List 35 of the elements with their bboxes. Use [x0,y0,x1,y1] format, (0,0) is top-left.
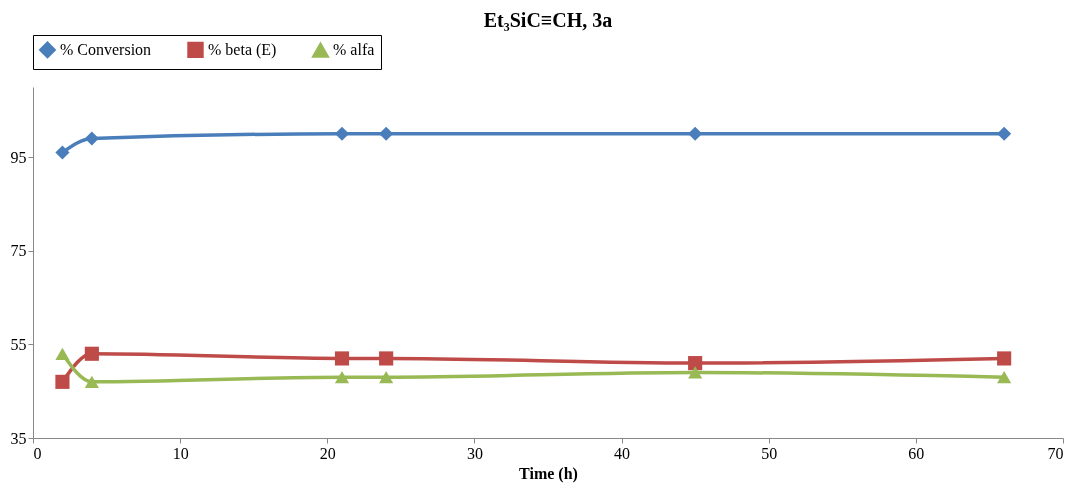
x-tick-label: 60 [908,444,925,462]
point [55,374,70,389]
x-tick-label: 30 [466,444,483,462]
point [84,131,99,146]
point [379,351,394,366]
chart-title: Et₃SiC≡CH, 3a [483,8,613,31]
point [997,371,1012,384]
legend-label: % alfa [333,41,375,59]
y-tick-label: 55 [10,335,27,353]
point [84,346,99,361]
point [997,351,1012,366]
point [997,126,1012,141]
y-tick-label: 35 [10,429,27,447]
point [334,126,350,141]
legend-label: % beta (E) [208,40,277,59]
point [334,371,350,384]
point [379,371,394,384]
x-axis-title: Time (h) [519,464,578,483]
point [379,126,394,141]
legend-label: % Conversion [60,40,152,58]
point [688,126,703,141]
x-tick-label: 40 [614,444,631,462]
point [55,145,70,160]
x-tick-label: 20 [319,444,336,462]
y-tick-label: 75 [10,242,27,260]
x-tick-label: 10 [172,444,189,462]
point [84,375,99,388]
x-tick-label: 50 [761,444,778,462]
x-tick-label: 0 [33,444,42,462]
x-tick-label: 70 [1047,444,1064,462]
point [334,351,350,366]
point [55,347,70,360]
y-tick-label: 95 [10,148,27,166]
point [688,356,703,371]
point [688,366,703,379]
